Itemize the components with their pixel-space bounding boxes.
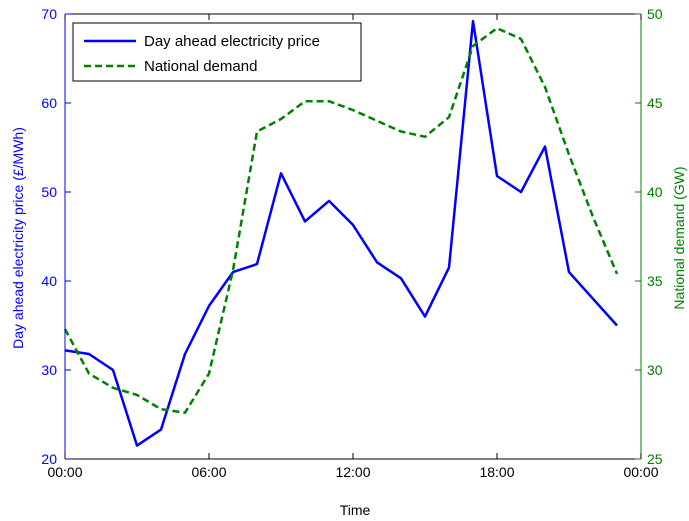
- left-y-axis-label: Day ahead electricity price (£/MWh): [10, 127, 26, 349]
- right-y-tick-label: 25: [647, 451, 663, 467]
- right-y-tick-label: 35: [647, 273, 663, 289]
- right-y-axis-label: National demand (GW): [671, 166, 687, 309]
- legend-label-demand: National demand: [144, 58, 257, 75]
- right-y-tick-label: 30: [647, 362, 663, 378]
- legend-box: [72, 22, 362, 82]
- x-tick-label: 06:00: [191, 464, 226, 480]
- series-layer: [63, 19, 619, 447]
- x-tick-label: 00:00: [623, 464, 658, 480]
- left-y-tick-label: 40: [41, 273, 57, 289]
- x-axis-label: Time: [340, 502, 371, 518]
- series-line-price: [64, 19, 618, 447]
- left-y-tick-label: 50: [41, 184, 57, 200]
- right-y-tick-label: 50: [647, 6, 663, 22]
- left-y-tick-label: 70: [41, 6, 57, 22]
- right-y-tick-label: 40: [647, 184, 663, 200]
- x-tick-label: 18:00: [479, 464, 514, 480]
- legend-label-price: Day ahead electricity price: [144, 33, 320, 50]
- x-tick-label: 12:00: [335, 464, 370, 480]
- x-tick-label: 00:00: [47, 464, 82, 480]
- series-line-demand: [63, 26, 619, 414]
- left-y-tick-label: 30: [41, 362, 57, 378]
- left-y-tick-label: 20: [41, 451, 57, 467]
- axes-layer: 00:00 06:00 12:00 18:00 00:00203040506070253…: [41, 6, 662, 480]
- legend: Day ahead electricity price National dem…: [72, 22, 362, 82]
- right-y-tick-label: 45: [647, 95, 663, 111]
- left-y-tick-label: 60: [41, 95, 57, 111]
